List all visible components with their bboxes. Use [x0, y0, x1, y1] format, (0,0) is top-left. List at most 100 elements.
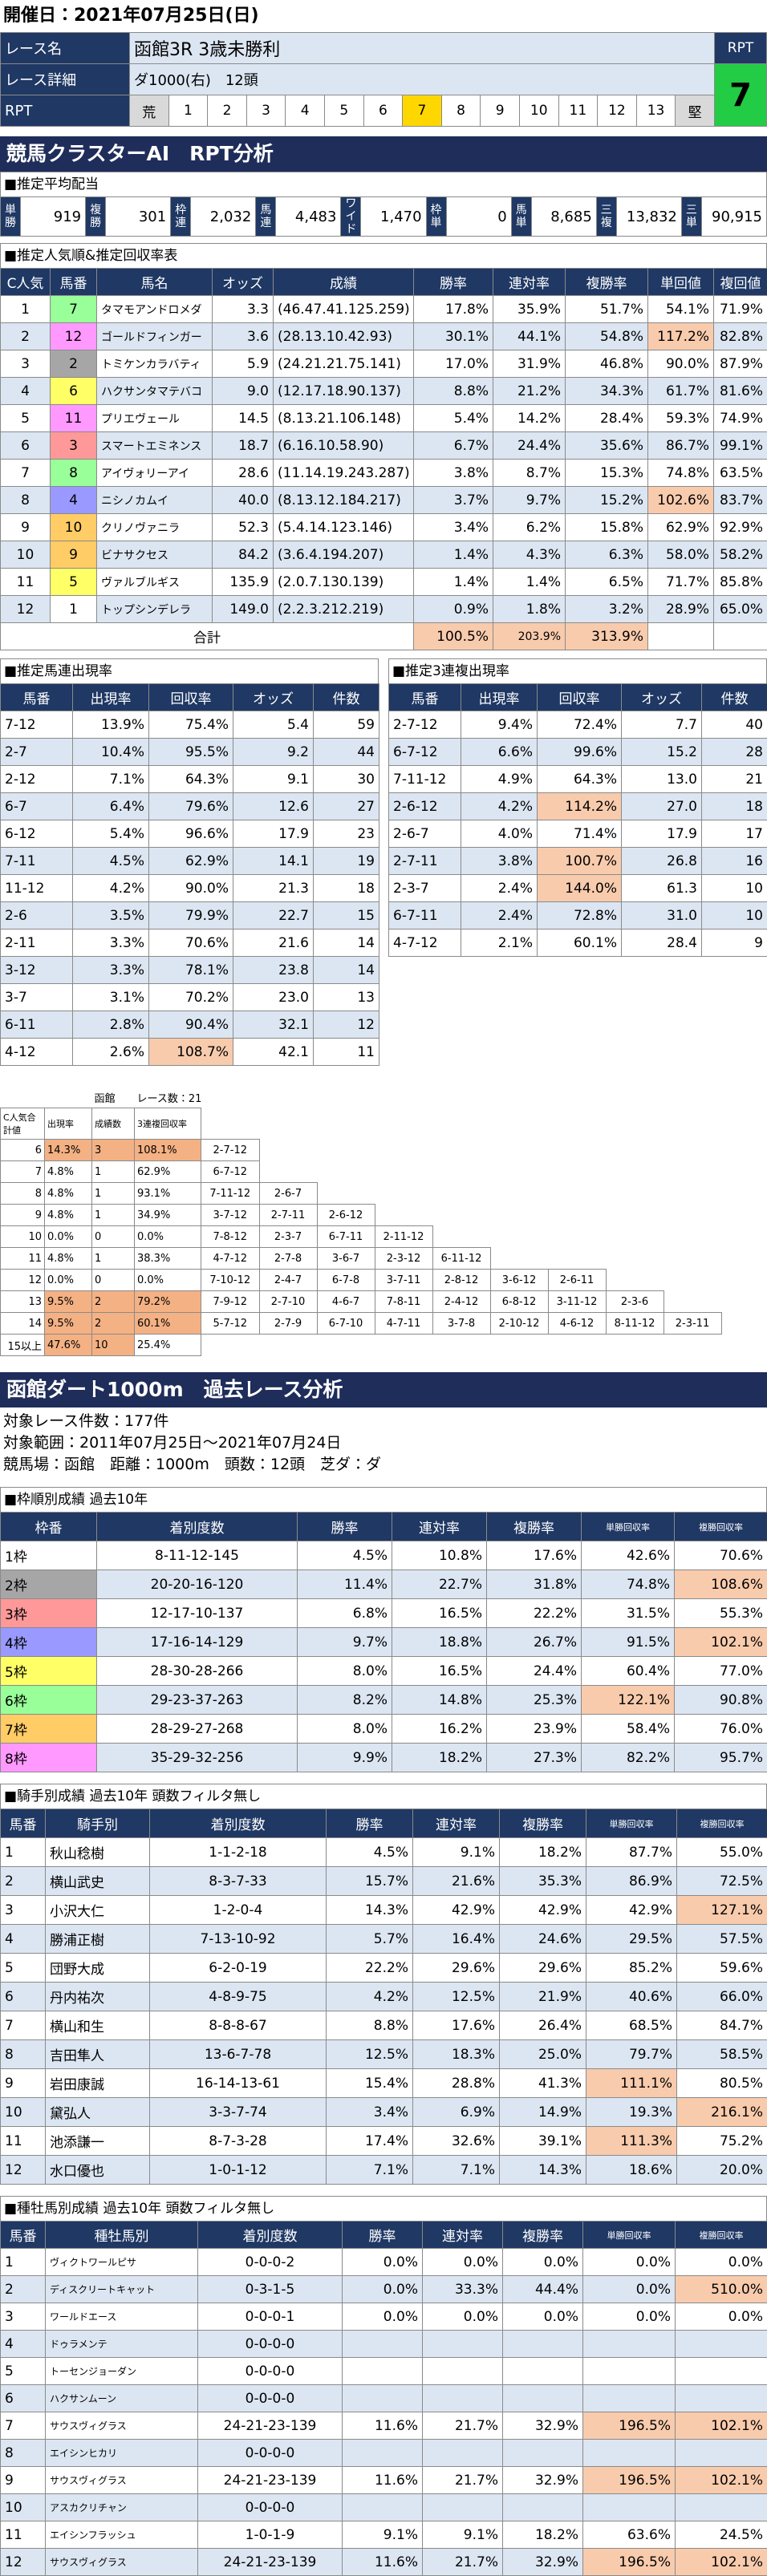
cell: 3: [1, 350, 51, 378]
cell: 0.9%: [414, 596, 493, 623]
cell: 1-1-2-18: [150, 1838, 327, 1867]
cell: 102.1%: [676, 2549, 767, 2576]
cell: 2-6-7: [389, 820, 461, 848]
cell: 76.0%: [675, 1715, 767, 1744]
cell: 12: [314, 1011, 379, 1039]
cell: 70.6%: [149, 930, 233, 957]
cell: 13.9%: [73, 711, 149, 739]
cell: 9.7%: [298, 1628, 392, 1657]
cell: 86.7%: [648, 432, 714, 460]
combo: 7-10-12: [201, 1270, 260, 1291]
cell: 21.6%: [413, 1867, 500, 1896]
cell: 61.3: [622, 875, 702, 902]
cell: 57.5%: [677, 1925, 767, 1954]
cell: 216.1%: [677, 2098, 767, 2127]
cell: [676, 2440, 767, 2467]
cell: 60.1%: [135, 1313, 201, 1335]
cell: ハクサンタマテバコ: [97, 378, 213, 405]
column-header: 馬番: [1, 684, 73, 711]
cell: 64.3%: [149, 766, 233, 793]
cell: 32.6%: [413, 2127, 500, 2156]
cell: 9.5%: [45, 1313, 92, 1335]
cell: 18.2%: [392, 1744, 487, 1772]
cell: [583, 2494, 676, 2521]
cell: (8.13.12.184.217): [274, 487, 414, 514]
column-header: 勝率: [414, 269, 493, 296]
cell: 77.0%: [675, 1657, 767, 1686]
cell: 6-7-12: [389, 739, 461, 766]
cell: 24-21-23-139: [198, 2549, 343, 2576]
cell: [343, 2385, 423, 2412]
cell: 5.9: [213, 350, 274, 378]
cell: 44.1%: [493, 323, 566, 350]
table-head: 馬番種牡馬別着別度数勝率連対率複勝率単勝回収率複勝回収率: [1, 2222, 767, 2249]
cell: 16.5%: [392, 1599, 487, 1628]
empty-cell: [548, 1108, 606, 1140]
cell: 0.0%: [45, 1226, 92, 1248]
cell: 26.7%: [487, 1628, 582, 1657]
rpt-scale-cell: 7: [403, 95, 442, 127]
label: レース詳細: [1, 64, 130, 95]
cell: 87.7%: [586, 1838, 677, 1867]
cell: 21.7%: [423, 2412, 503, 2440]
cell: 6-11: [1, 1011, 73, 1039]
cell: 0.0%: [676, 2303, 767, 2331]
cell: ハクサンムーン: [46, 2385, 198, 2412]
combo: 3-6-12: [490, 1270, 548, 1291]
cell: 3.1%: [73, 984, 149, 1011]
cell: 7: [1, 1161, 45, 1183]
cell: 8.8%: [414, 378, 493, 405]
rpt-scale-cell: 4: [286, 95, 325, 127]
cell: 14.1: [233, 848, 314, 875]
cell: 15.3%: [566, 460, 648, 487]
column-header: 勝率: [327, 1809, 413, 1838]
cell: 4: [1, 2331, 46, 2358]
cell: 35.6%: [566, 432, 648, 460]
cell: 63.6%: [583, 2521, 676, 2549]
column-header: 着別度数: [150, 1809, 327, 1838]
payout-label: 単勝: [1, 197, 21, 237]
cell: 9: [1, 2467, 46, 2494]
cell: [503, 2494, 583, 2521]
cell: 11: [314, 1039, 379, 1066]
cell: 17.9: [622, 820, 702, 848]
cell: 11.6%: [343, 2549, 423, 2576]
header-row: C人気馬番馬名オッズ成績勝率連対率複勝率単回値複回値: [1, 269, 767, 296]
cell: 55.0%: [677, 1838, 767, 1867]
cell: 2.4%: [461, 875, 538, 902]
cell: アイヴォリーアイ: [97, 460, 213, 487]
rpt-scale-cell: 1: [168, 95, 208, 127]
combo: 2-3-12: [375, 1248, 432, 1270]
cell: 丹内祐次: [46, 1983, 150, 2011]
cell: (6.16.10.58.90): [274, 432, 414, 460]
combo: 2-4-12: [432, 1291, 490, 1313]
cell: 3.4%: [327, 2098, 413, 2127]
cell: (28.13.10.42.93): [274, 323, 414, 350]
cell: 22.7: [233, 902, 314, 930]
cell: 9.2: [233, 739, 314, 766]
empty-cell: [432, 1108, 490, 1140]
rpt-scale-cell: 6: [363, 95, 403, 127]
cell: 3.7%: [414, 487, 493, 514]
cell: 5: [51, 569, 97, 596]
cell: 25.3%: [487, 1686, 582, 1715]
cell: 15以上: [1, 1335, 45, 1356]
cell: 8-11-12-145: [97, 1541, 298, 1570]
cell: 35.9%: [493, 296, 566, 323]
section-title: 競馬クラスターAI RPT分析: [0, 136, 767, 172]
payout-label: 三単: [681, 197, 701, 237]
cell: 4.9%: [461, 766, 538, 793]
